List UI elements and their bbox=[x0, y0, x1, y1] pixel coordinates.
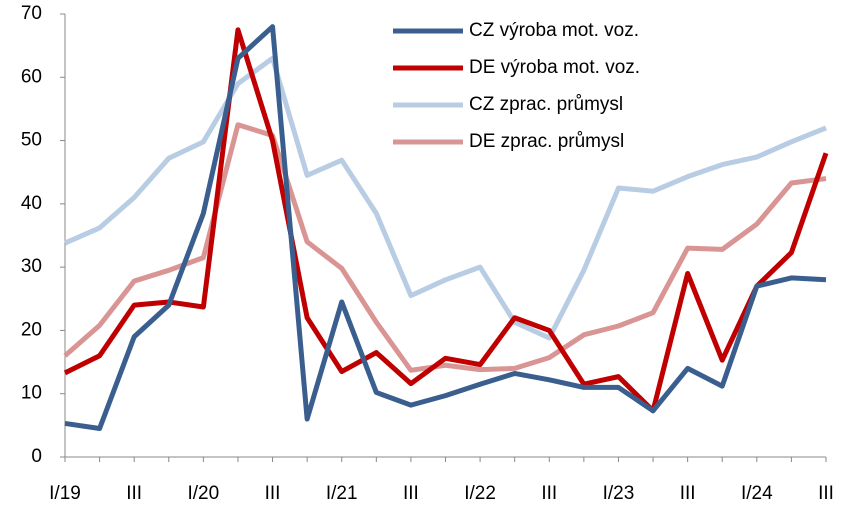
x-tick-label: I/19 bbox=[49, 483, 81, 504]
x-tick-label: III bbox=[126, 483, 142, 504]
legend-label: DE zprac. průmysl bbox=[469, 131, 624, 152]
line-series bbox=[63, 55, 827, 341]
x-tick-label: I/23 bbox=[603, 483, 635, 504]
line-series bbox=[63, 122, 827, 373]
x-tick-label: I/20 bbox=[188, 483, 220, 504]
x-tick-label: I/22 bbox=[464, 483, 496, 504]
y-tick-label: 30 bbox=[21, 256, 42, 277]
y-tick-label: 40 bbox=[21, 193, 42, 214]
x-tick-label: III bbox=[403, 483, 419, 504]
x-tick-label: I/21 bbox=[326, 483, 358, 504]
y-tick-label: 60 bbox=[21, 66, 42, 87]
legend-label: CZ zprac. průmysl bbox=[469, 94, 623, 115]
y-tick-label: 20 bbox=[21, 319, 42, 340]
x-tick-label: III bbox=[265, 483, 281, 504]
y-tick-label: 10 bbox=[21, 383, 42, 404]
legend-label: CZ výroba mot. voz. bbox=[469, 20, 639, 41]
x-tick-label: III bbox=[541, 483, 557, 504]
x-tick-label: III bbox=[680, 483, 696, 504]
legend-label: DE výroba mot. voz. bbox=[469, 57, 640, 78]
y-tick-label: 0 bbox=[31, 446, 42, 467]
line-series bbox=[63, 27, 829, 414]
x-tick-label: I/24 bbox=[741, 483, 773, 504]
line-series bbox=[64, 24, 827, 432]
x-tick-label: III bbox=[818, 483, 834, 504]
y-tick-label: 50 bbox=[21, 130, 42, 151]
y-tick-label: 70 bbox=[21, 3, 42, 24]
